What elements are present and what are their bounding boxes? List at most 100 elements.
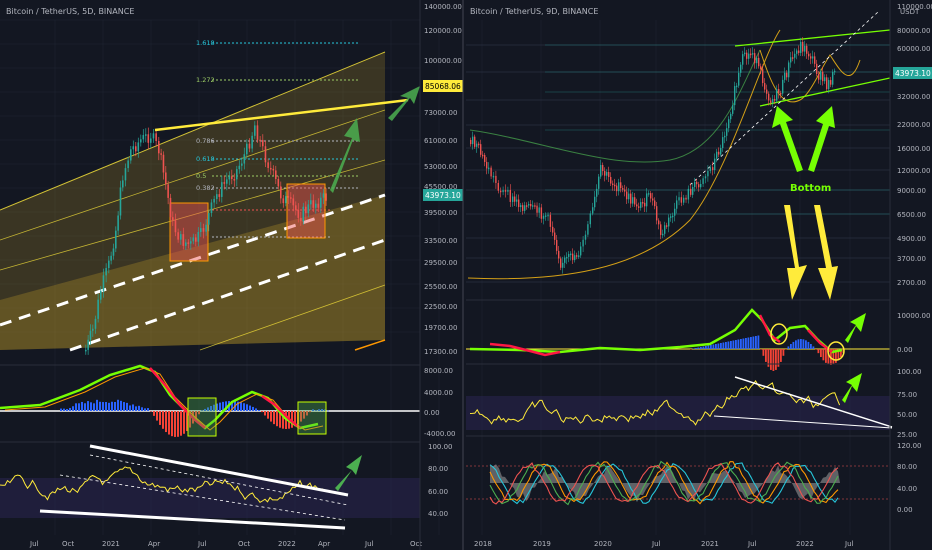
macd-hist-bar <box>255 408 257 411</box>
candle-body <box>746 52 748 59</box>
macd-hist-bar <box>822 349 825 361</box>
candle-body <box>576 255 578 257</box>
macd-hist-bar <box>832 349 835 365</box>
candle-body <box>712 167 714 171</box>
candle-body <box>182 234 185 246</box>
candle-body <box>241 163 243 166</box>
candle-body <box>832 71 834 85</box>
candle-body <box>632 197 634 204</box>
rsi-line <box>469 379 841 426</box>
macd-box-1 <box>187 397 217 437</box>
candle-body <box>794 53 796 58</box>
macd-line-red <box>261 394 301 429</box>
macd-hist-bar <box>132 404 134 411</box>
candle-body <box>620 182 622 189</box>
macd-hist-bar <box>210 406 212 411</box>
candle-body <box>210 202 213 214</box>
candle-body <box>520 205 522 208</box>
candle-body <box>536 205 538 213</box>
macd-hist-bar <box>790 344 792 349</box>
candle-body <box>132 146 135 150</box>
candle-body <box>802 41 804 52</box>
macd-hist-bar <box>802 339 805 349</box>
left-last-price-badge <box>423 189 463 201</box>
time-tick: Apr <box>318 540 330 548</box>
price-tick: 17300.00 <box>424 348 457 356</box>
rsi-tick: 80.00 <box>428 465 448 473</box>
price-tick: 45500.00 <box>424 183 457 191</box>
candle-body <box>644 202 646 207</box>
macd-hist-bar <box>710 345 712 349</box>
candle-body <box>672 215 674 218</box>
macd-hist-bar <box>165 411 167 433</box>
ascending-channel <box>0 51 386 352</box>
macd-hist-bar <box>745 338 747 349</box>
macd-hist-bar <box>294 411 296 427</box>
macd-hist-bar <box>174 411 176 437</box>
candle-body <box>213 198 215 203</box>
candle-body <box>223 182 226 184</box>
candle-body <box>117 215 119 231</box>
target-trendline <box>154 98 409 132</box>
candle-body <box>760 66 762 70</box>
candle-body <box>624 189 626 192</box>
price-tick: 140000.00 <box>424 3 462 11</box>
macd-hist-bar <box>225 401 227 411</box>
candle-body <box>290 197 292 199</box>
candle-body <box>145 134 147 136</box>
candle-body <box>768 93 770 101</box>
candle-body <box>185 242 187 246</box>
fib-label: 1.272 <box>196 76 215 84</box>
left-chart[interactable]: Bitcoin / TetherUS, 5D, BINANCE 1.618 1.2… <box>0 0 464 550</box>
candle-body <box>650 193 652 199</box>
candle-body <box>594 196 596 208</box>
candle-body <box>512 196 514 202</box>
left-candles <box>85 120 327 355</box>
price-tick: 22500.00 <box>424 303 457 311</box>
candle-body <box>108 260 110 269</box>
price-tick: 33500.00 <box>424 237 457 245</box>
macd-hist-bar <box>807 341 810 349</box>
left-last-price-text: 43973.10 <box>425 191 461 200</box>
rsi-line <box>0 466 323 503</box>
macd-hist-bar <box>159 411 161 425</box>
candle-body <box>744 52 746 55</box>
rsi-tick: 50.00 <box>897 411 917 419</box>
candle-body <box>722 137 724 149</box>
macd-hist-bar <box>126 402 128 411</box>
macd-hist-bar <box>114 402 116 411</box>
candle-body <box>488 167 490 170</box>
macd-hist-bar <box>835 349 837 363</box>
macd-hist-bar <box>168 411 170 435</box>
candle-body <box>264 146 267 163</box>
candle-body <box>320 197 322 208</box>
macd-hist-bar <box>324 409 326 411</box>
accumulation-box-1 <box>169 202 209 262</box>
candle-body <box>495 175 497 183</box>
candle-body <box>180 234 182 240</box>
bottom-arrows: Bottom <box>772 106 838 300</box>
candle-body <box>628 193 630 200</box>
rsi-tick: 40.00 <box>428 510 448 518</box>
candle-body <box>490 167 492 177</box>
fib-label: 0.786 <box>196 137 215 145</box>
candle-body <box>652 198 654 201</box>
right-chart[interactable]: Bitcoin / TetherUS, 9D, BINANCE USDT Bot… <box>466 0 932 550</box>
macd-hist-bar <box>162 411 164 429</box>
macd-hist-bar <box>105 402 107 411</box>
macd-hist-bar <box>837 349 840 361</box>
candle-body <box>251 135 253 149</box>
candle-body <box>502 190 504 193</box>
macd-hist-bar <box>825 349 827 363</box>
macd-hist-bar <box>153 411 155 416</box>
macd-hist-bar <box>820 349 822 357</box>
candle-body <box>738 72 740 86</box>
time-tick: Jul <box>844 540 854 548</box>
candle-body <box>696 181 698 185</box>
macd-hist-bar <box>702 346 705 349</box>
candle-body <box>305 206 307 214</box>
macd-hist-bar <box>725 342 727 349</box>
right-last-price-text: 43973.10 <box>895 69 931 78</box>
macd-tick: 8000.00 <box>424 367 453 375</box>
candle-body <box>692 187 694 195</box>
